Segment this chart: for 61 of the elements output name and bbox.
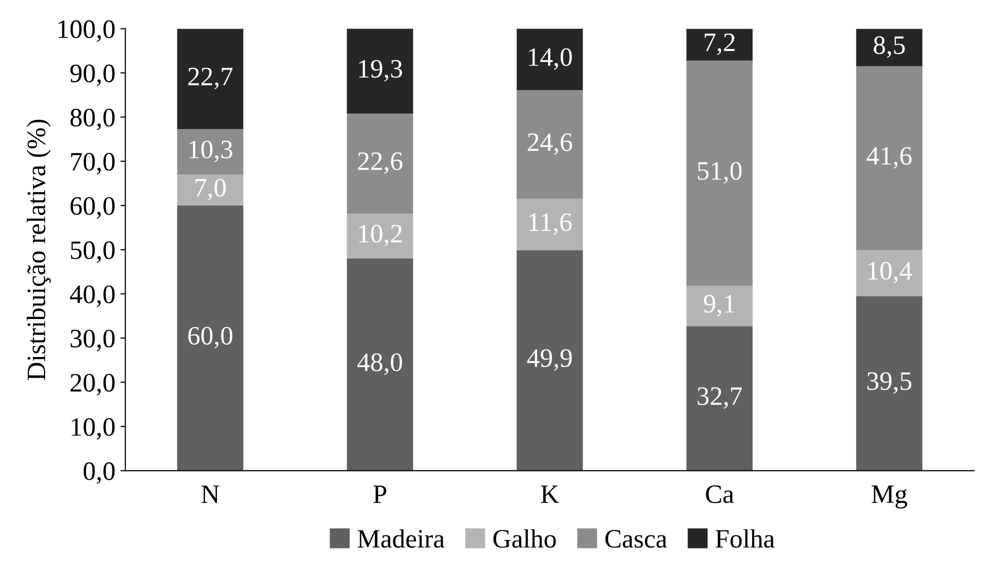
data-label: 11,6 xyxy=(529,213,572,235)
data-label: 10,4 xyxy=(868,262,912,284)
bar xyxy=(346,213,414,259)
data-label: 24,6 xyxy=(528,133,572,155)
bar xyxy=(516,250,583,471)
data-label: 7,0 xyxy=(195,178,226,200)
data-label: 14,0 xyxy=(528,48,572,70)
bar xyxy=(516,90,583,199)
data-label: 41,6 xyxy=(866,147,912,169)
bar xyxy=(516,198,583,250)
bar xyxy=(516,28,583,90)
data-label: 32,7 xyxy=(698,387,742,409)
data-label: 7,2 xyxy=(704,33,735,56)
data-label: 19,3 xyxy=(359,60,402,82)
data-label: 9,1 xyxy=(704,294,734,316)
data-label: 8,5 xyxy=(874,36,905,58)
y-tick-label: 50,0 xyxy=(70,241,115,263)
y-tick-label: 60,0 xyxy=(70,197,115,219)
bar xyxy=(686,60,753,286)
bar xyxy=(177,28,244,130)
bar xyxy=(686,286,753,326)
legend-label: Galho xyxy=(493,529,556,548)
y-tick-label: 20,0 xyxy=(70,374,115,396)
y-tick-label: 30,0 xyxy=(70,330,115,352)
y-tick-label: 40,0 xyxy=(70,285,115,308)
data-label: 22,6 xyxy=(358,152,402,174)
bar xyxy=(177,174,244,206)
bar xyxy=(686,326,753,471)
y-tick-label: 10,0 xyxy=(72,418,115,440)
bar xyxy=(856,296,922,471)
y-tick-label: 100,0 xyxy=(58,20,115,42)
legend-label: Madeira xyxy=(358,529,444,548)
data-label: 10,3 xyxy=(189,140,232,162)
data-label: 39,5 xyxy=(867,372,912,394)
x-tick-label: P xyxy=(373,486,386,503)
bar xyxy=(346,114,414,214)
data-label: 48,0 xyxy=(357,353,402,376)
legend-label: Folha xyxy=(716,529,775,548)
x-tick-label: N xyxy=(201,486,220,503)
y-axis-title: Distribuição relativa (%) xyxy=(26,120,51,380)
data-label: 51,0 xyxy=(698,162,742,184)
data-label: 60,0 xyxy=(188,326,232,348)
data-label: 49,9 xyxy=(527,349,572,371)
data-label: 22,7 xyxy=(188,68,233,90)
bar xyxy=(346,28,414,114)
x-tick-label: Mg xyxy=(872,486,908,508)
bar xyxy=(177,129,244,175)
bar xyxy=(346,258,414,471)
bar xyxy=(856,28,922,66)
x-tick-label: K xyxy=(540,486,560,503)
y-tick-label: 70,0 xyxy=(71,152,115,175)
legend-label: Casca xyxy=(605,530,667,548)
data-label: 10,2 xyxy=(359,224,402,246)
bar xyxy=(856,250,922,296)
bar xyxy=(177,205,244,471)
bar xyxy=(856,66,922,250)
y-tick-label: 0,0 xyxy=(84,462,115,484)
y-tick-label: 80,0 xyxy=(70,108,115,130)
bar xyxy=(686,28,753,61)
x-tick-label: Ca xyxy=(706,485,734,504)
y-tick-label: 90,0 xyxy=(70,64,115,86)
